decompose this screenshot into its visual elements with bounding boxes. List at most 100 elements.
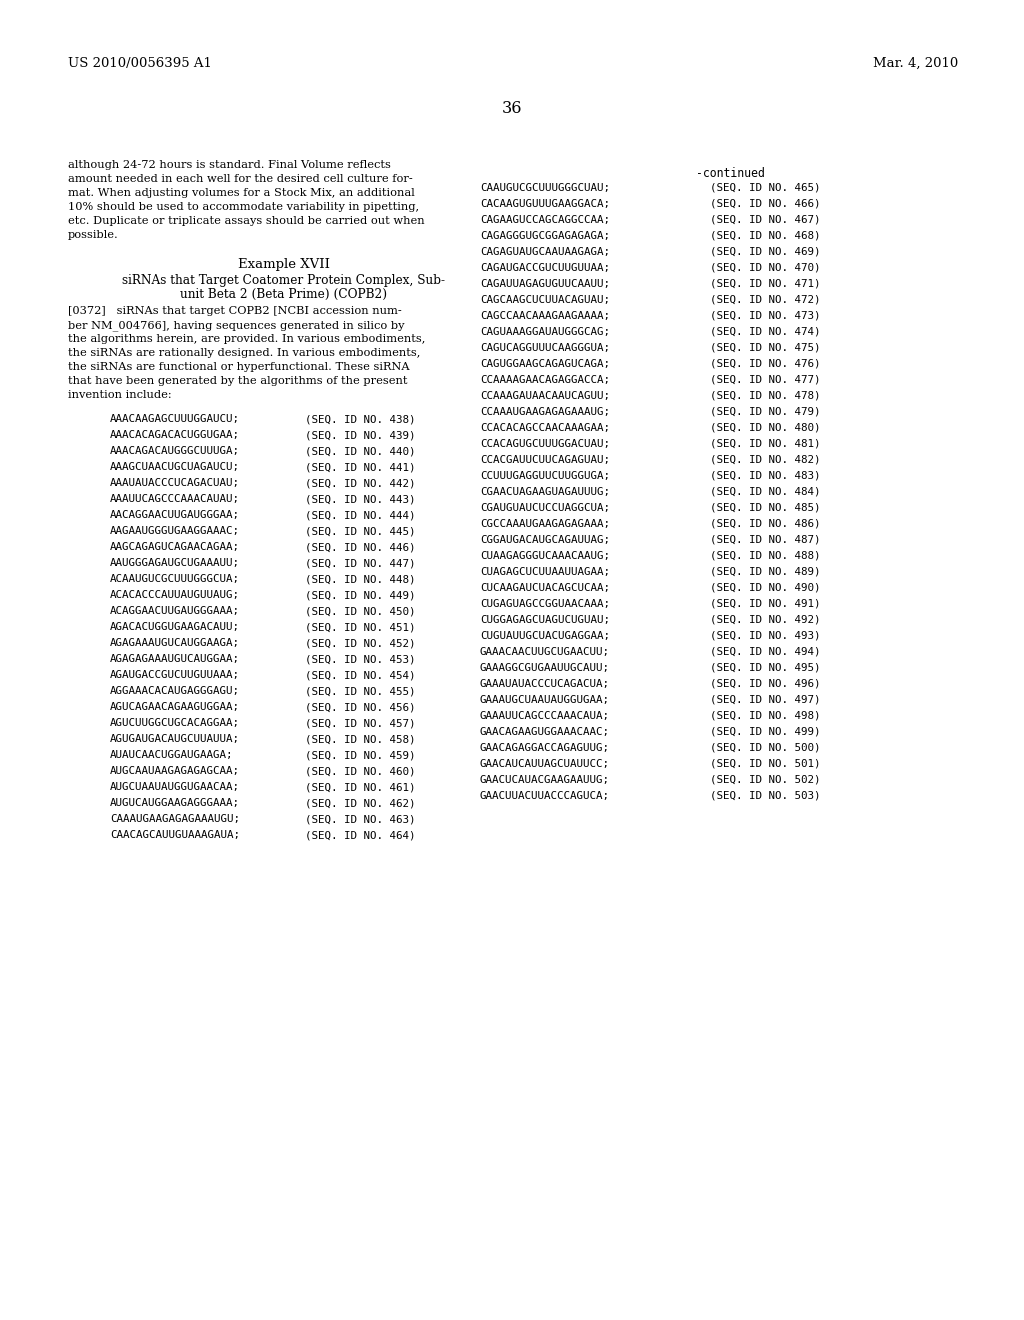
Text: (SEQ. ID NO. 472): (SEQ. ID NO. 472) — [710, 294, 820, 305]
Text: CAACAGCAUUGUAAAGAUA;: CAACAGCAUUGUAAAGAUA; — [110, 830, 240, 840]
Text: GAACUCAUACGAAGAAUUG;: GAACUCAUACGAAGAAUUG; — [480, 775, 610, 785]
Text: Example XVII: Example XVII — [238, 257, 330, 271]
Text: AUGUCAUGGAAGAGGGAAA;: AUGUCAUGGAAGAGGGAAA; — [110, 799, 240, 808]
Text: 10% should be used to accommodate variability in pipetting,: 10% should be used to accommodate variab… — [68, 202, 419, 213]
Text: [0372]   siRNAs that target COPB2 [NCBI accession num-: [0372] siRNAs that target COPB2 [NCBI ac… — [68, 306, 401, 315]
Text: Mar. 4, 2010: Mar. 4, 2010 — [872, 57, 958, 70]
Text: CCAAAUGAAGAGAGAAAUG;: CCAAAUGAAGAGAGAAAUG; — [480, 407, 610, 417]
Text: GAACAUCAUUAGCUAUUCC;: GAACAUCAUUAGCUAUUCC; — [480, 759, 610, 770]
Text: (SEQ. ID NO. 479): (SEQ. ID NO. 479) — [710, 407, 820, 417]
Text: (SEQ. ID NO. 445): (SEQ. ID NO. 445) — [305, 525, 416, 536]
Text: etc. Duplicate or triplicate assays should be carried out when: etc. Duplicate or triplicate assays shou… — [68, 216, 425, 226]
Text: invention include:: invention include: — [68, 389, 172, 400]
Text: CCAAAGAUAACAAUCAGUU;: CCAAAGAUAACAAUCAGUU; — [480, 391, 610, 401]
Text: (SEQ. ID NO. 464): (SEQ. ID NO. 464) — [305, 830, 416, 840]
Text: AGACACUGGUGAAGACAUU;: AGACACUGGUGAAGACAUU; — [110, 622, 240, 632]
Text: AUAUCAACUGGAUGAAGA;: AUAUCAACUGGAUGAAGA; — [110, 750, 233, 760]
Text: mat. When adjusting volumes for a Stock Mix, an additional: mat. When adjusting volumes for a Stock … — [68, 187, 415, 198]
Text: (SEQ. ID NO. 489): (SEQ. ID NO. 489) — [710, 568, 820, 577]
Text: AAAUAUACCCUCAGACUAU;: AAAUAUACCCUCAGACUAU; — [110, 478, 240, 488]
Text: AAAGCUAACUGCUAGAUCU;: AAAGCUAACUGCUAGAUCU; — [110, 462, 240, 473]
Text: GAACAGAGGACCAGAGUUG;: GAACAGAGGACCAGAGUUG; — [480, 743, 610, 752]
Text: (SEQ. ID NO. 468): (SEQ. ID NO. 468) — [710, 231, 820, 242]
Text: CAAUGUCGCUUUGGGCUAU;: CAAUGUCGCUUUGGGCUAU; — [480, 183, 610, 193]
Text: CAGCCAACAAAGAAGAAAA;: CAGCCAACAAAGAAGAAAA; — [480, 312, 610, 321]
Text: AGAGAAAUGUCAUGGAAGA;: AGAGAAAUGUCAUGGAAGA; — [110, 638, 240, 648]
Text: (SEQ. ID NO. 476): (SEQ. ID NO. 476) — [710, 359, 820, 370]
Text: CAGAUUAGAGUGUUCAAUU;: CAGAUUAGAGUGUUCAAUU; — [480, 279, 610, 289]
Text: CGAUGUAUCUCCUAGGCUA;: CGAUGUAUCUCCUAGGCUA; — [480, 503, 610, 513]
Text: (SEQ. ID NO. 482): (SEQ. ID NO. 482) — [710, 455, 820, 465]
Text: ACAGGAACUUGAUGGGAAA;: ACAGGAACUUGAUGGGAAA; — [110, 606, 240, 616]
Text: CGGAUGACAUGCAGAUUAG;: CGGAUGACAUGCAGAUUAG; — [480, 535, 610, 545]
Text: (SEQ. ID NO. 491): (SEQ. ID NO. 491) — [710, 599, 820, 609]
Text: AGAGAGAAAUGUCAUGGAA;: AGAGAGAAAUGUCAUGGAA; — [110, 653, 240, 664]
Text: CUAAGAGGGUCAAACAAUG;: CUAAGAGGGUCAAACAAUG; — [480, 550, 610, 561]
Text: the siRNAs are rationally designed. In various embodiments,: the siRNAs are rationally designed. In v… — [68, 348, 421, 358]
Text: (SEQ. ID NO. 483): (SEQ. ID NO. 483) — [710, 471, 820, 480]
Text: (SEQ. ID NO. 501): (SEQ. ID NO. 501) — [710, 759, 820, 770]
Text: 36: 36 — [502, 100, 522, 117]
Text: AGUGAUGACAUGCUUAUUA;: AGUGAUGACAUGCUUAUUA; — [110, 734, 240, 744]
Text: GAAAUGCUAAUAUGGUGAA;: GAAAUGCUAAUAUGGUGAA; — [480, 696, 610, 705]
Text: CCAAAAGAACAGAGGACCA;: CCAAAAGAACAGAGGACCA; — [480, 375, 610, 385]
Text: AUGCAAUAAGAGAGAGCAA;: AUGCAAUAAGAGAGAGCAA; — [110, 766, 240, 776]
Text: (SEQ. ID NO. 500): (SEQ. ID NO. 500) — [710, 743, 820, 752]
Text: siRNAs that Target Coatomer Protein Complex, Sub-: siRNAs that Target Coatomer Protein Comp… — [123, 275, 445, 286]
Text: (SEQ. ID NO. 449): (SEQ. ID NO. 449) — [305, 590, 416, 601]
Text: (SEQ. ID NO. 488): (SEQ. ID NO. 488) — [710, 550, 820, 561]
Text: (SEQ. ID NO. 478): (SEQ. ID NO. 478) — [710, 391, 820, 401]
Text: (SEQ. ID NO. 475): (SEQ. ID NO. 475) — [710, 343, 820, 352]
Text: GAAAUAUACCCUCAGACUA;: GAAAUAUACCCUCAGACUA; — [480, 678, 610, 689]
Text: AAACAAGAGCUUUGGAUCU;: AAACAAGAGCUUUGGAUCU; — [110, 414, 240, 424]
Text: CCACGAUUCUUCAGAGUAU;: CCACGAUUCUUCAGAGUAU; — [480, 455, 610, 465]
Text: (SEQ. ID NO. 473): (SEQ. ID NO. 473) — [710, 312, 820, 321]
Text: (SEQ. ID NO. 484): (SEQ. ID NO. 484) — [710, 487, 820, 498]
Text: (SEQ. ID NO. 458): (SEQ. ID NO. 458) — [305, 734, 416, 744]
Text: AGGAAACACAUGAGGGAGU;: AGGAAACACAUGAGGGAGU; — [110, 686, 240, 696]
Text: -continued: -continued — [695, 168, 764, 180]
Text: (SEQ. ID NO. 467): (SEQ. ID NO. 467) — [710, 215, 820, 224]
Text: GAAAGGCGUGAAUUGCAUU;: GAAAGGCGUGAAUUGCAUU; — [480, 663, 610, 673]
Text: (SEQ. ID NO. 450): (SEQ. ID NO. 450) — [305, 606, 416, 616]
Text: CGCCAAAUGAAGAGAGAAA;: CGCCAAAUGAAGAGAGAAA; — [480, 519, 610, 529]
Text: (SEQ. ID NO. 442): (SEQ. ID NO. 442) — [305, 478, 416, 488]
Text: CCUUUGAGGUUCUUGGUGA;: CCUUUGAGGUUCUUGGUGA; — [480, 471, 610, 480]
Text: AAAUUCAGCCCAAACAUAU;: AAAUUCAGCCCAAACAUAU; — [110, 494, 240, 504]
Text: possible.: possible. — [68, 230, 119, 240]
Text: (SEQ. ID NO. 496): (SEQ. ID NO. 496) — [710, 678, 820, 689]
Text: the siRNAs are functional or hyperfunctional. These siRNA: the siRNAs are functional or hyperfuncti… — [68, 362, 410, 372]
Text: (SEQ. ID NO. 481): (SEQ. ID NO. 481) — [710, 440, 820, 449]
Text: (SEQ. ID NO. 438): (SEQ. ID NO. 438) — [305, 414, 416, 424]
Text: (SEQ. ID NO. 485): (SEQ. ID NO. 485) — [710, 503, 820, 513]
Text: (SEQ. ID NO. 497): (SEQ. ID NO. 497) — [710, 696, 820, 705]
Text: (SEQ. ID NO. 440): (SEQ. ID NO. 440) — [305, 446, 416, 455]
Text: ACAAUGUCGCUUUGGGCUA;: ACAAUGUCGCUUUGGGCUA; — [110, 574, 240, 583]
Text: CAAAUGAAGAGAGAAAUGU;: CAAAUGAAGAGAGAAAUGU; — [110, 814, 240, 824]
Text: (SEQ. ID NO. 494): (SEQ. ID NO. 494) — [710, 647, 820, 657]
Text: CUCAAGAUCUACAGCUCAA;: CUCAAGAUCUACAGCUCAA; — [480, 583, 610, 593]
Text: amount needed in each well for the desired cell culture for-: amount needed in each well for the desir… — [68, 174, 413, 183]
Text: CUGUAUUGCUACUGAGGAA;: CUGUAUUGCUACUGAGGAA; — [480, 631, 610, 642]
Text: (SEQ. ID NO. 492): (SEQ. ID NO. 492) — [710, 615, 820, 624]
Text: (SEQ. ID NO. 469): (SEQ. ID NO. 469) — [710, 247, 820, 257]
Text: ber NM_004766], having sequences generated in silico by: ber NM_004766], having sequences generat… — [68, 319, 404, 331]
Text: (SEQ. ID NO. 443): (SEQ. ID NO. 443) — [305, 494, 416, 504]
Text: (SEQ. ID NO. 502): (SEQ. ID NO. 502) — [710, 775, 820, 785]
Text: AAACACAGACACUGGUGAA;: AAACACAGACACUGGUGAA; — [110, 430, 240, 440]
Text: (SEQ. ID NO. 466): (SEQ. ID NO. 466) — [710, 199, 820, 209]
Text: (SEQ. ID NO. 503): (SEQ. ID NO. 503) — [710, 791, 820, 801]
Text: CAGAAGUCCAGCAGGCCAA;: CAGAAGUCCAGCAGGCCAA; — [480, 215, 610, 224]
Text: (SEQ. ID NO. 470): (SEQ. ID NO. 470) — [710, 263, 820, 273]
Text: (SEQ. ID NO. 480): (SEQ. ID NO. 480) — [710, 422, 820, 433]
Text: CAGUGGAAGCAGAGUCAGA;: CAGUGGAAGCAGAGUCAGA; — [480, 359, 610, 370]
Text: GAACUUACUUACCCAGUCA;: GAACUUACUUACCCAGUCA; — [480, 791, 610, 801]
Text: AAUGGGAGAUGCUGAAAUU;: AAUGGGAGAUGCUGAAAUU; — [110, 558, 240, 568]
Text: (SEQ. ID NO. 462): (SEQ. ID NO. 462) — [305, 799, 416, 808]
Text: GAAAUUCAGCCCAAACAUA;: GAAAUUCAGCCCAAACAUA; — [480, 711, 610, 721]
Text: (SEQ. ID NO. 459): (SEQ. ID NO. 459) — [305, 750, 416, 760]
Text: (SEQ. ID NO. 457): (SEQ. ID NO. 457) — [305, 718, 416, 729]
Text: (SEQ. ID NO. 452): (SEQ. ID NO. 452) — [305, 638, 416, 648]
Text: that have been generated by the algorithms of the present: that have been generated by the algorith… — [68, 376, 408, 385]
Text: (SEQ. ID NO. 446): (SEQ. ID NO. 446) — [305, 543, 416, 552]
